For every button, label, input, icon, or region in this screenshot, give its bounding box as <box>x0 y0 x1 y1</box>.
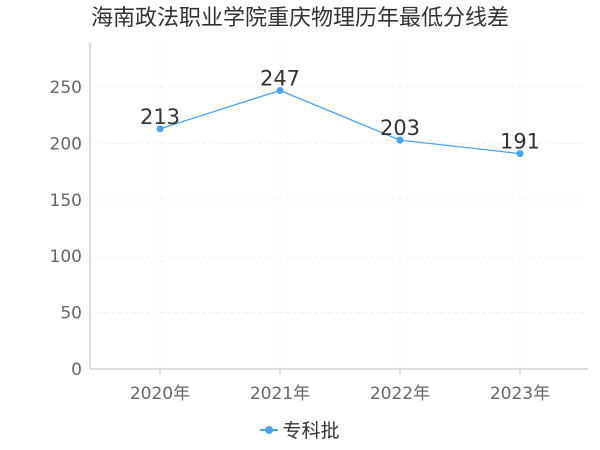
data-point <box>396 136 404 144</box>
y-tick-label: 150 <box>50 191 82 211</box>
data-label: 213 <box>140 105 180 129</box>
data-label: 203 <box>380 116 420 140</box>
tick-labels: 0 50 100 150 200 250 2020年 2021年 2022年 2023年 <box>50 78 551 404</box>
y-tick-label: 50 <box>60 304 82 324</box>
axes <box>89 42 588 374</box>
x-tick-label: 2023年 <box>490 384 550 404</box>
data-point <box>276 86 284 94</box>
data-labels: 213 247 203 191 <box>140 66 540 153</box>
y-tick-label: 0 <box>71 360 82 380</box>
x-tick-label: 2022年 <box>370 384 430 404</box>
x-tick-label: 2020年 <box>130 384 190 404</box>
chart-title: 海南政法职业学院重庆物理历年最低分线差 <box>90 6 509 31</box>
legend-swatch <box>260 425 279 435</box>
data-point <box>156 125 164 133</box>
y-tick-label: 100 <box>50 247 82 267</box>
x-tick-label: 2021年 <box>250 384 310 404</box>
data-label: 191 <box>500 130 540 154</box>
legend-label: 专科批 <box>282 420 340 442</box>
y-tick-label: 250 <box>50 78 82 98</box>
series-layer <box>156 86 524 158</box>
data-label: 247 <box>260 66 300 90</box>
y-tick-label: 200 <box>50 134 82 154</box>
legend-dot <box>265 425 274 434</box>
series-line <box>159 89 521 155</box>
data-point <box>516 150 524 158</box>
legend: 专科批 <box>0 416 600 443</box>
grid-lines <box>90 42 588 369</box>
